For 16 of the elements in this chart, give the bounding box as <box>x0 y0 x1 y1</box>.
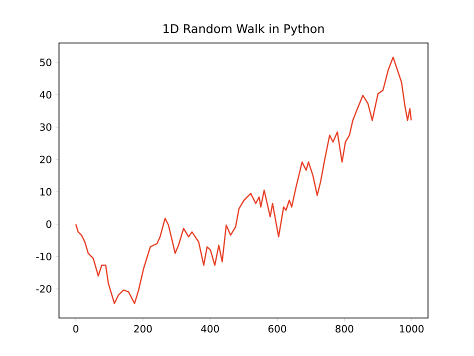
x-tick-label: 200 <box>134 325 152 333</box>
x-tick-label: 0 <box>73 325 78 333</box>
chart-title: 1D Random Walk in Python <box>164 24 324 36</box>
line-series <box>75 56 412 304</box>
y-tick-label: 10 <box>40 188 52 196</box>
y-tick-label: -10 <box>36 252 52 260</box>
y-tick-label: 0 <box>46 220 52 228</box>
x-tick-label: 800 <box>336 325 354 333</box>
y-tick-label: 30 <box>40 123 52 131</box>
x-tick-label: 1000 <box>400 325 424 333</box>
y-tick-label: 50 <box>40 58 52 66</box>
x-tick-label: 400 <box>201 325 219 333</box>
y-tick-label: -20 <box>36 285 52 293</box>
x-tick-label: 600 <box>268 325 286 333</box>
y-tick-label: 40 <box>40 90 52 99</box>
y-tick-label: 20 <box>40 156 52 164</box>
